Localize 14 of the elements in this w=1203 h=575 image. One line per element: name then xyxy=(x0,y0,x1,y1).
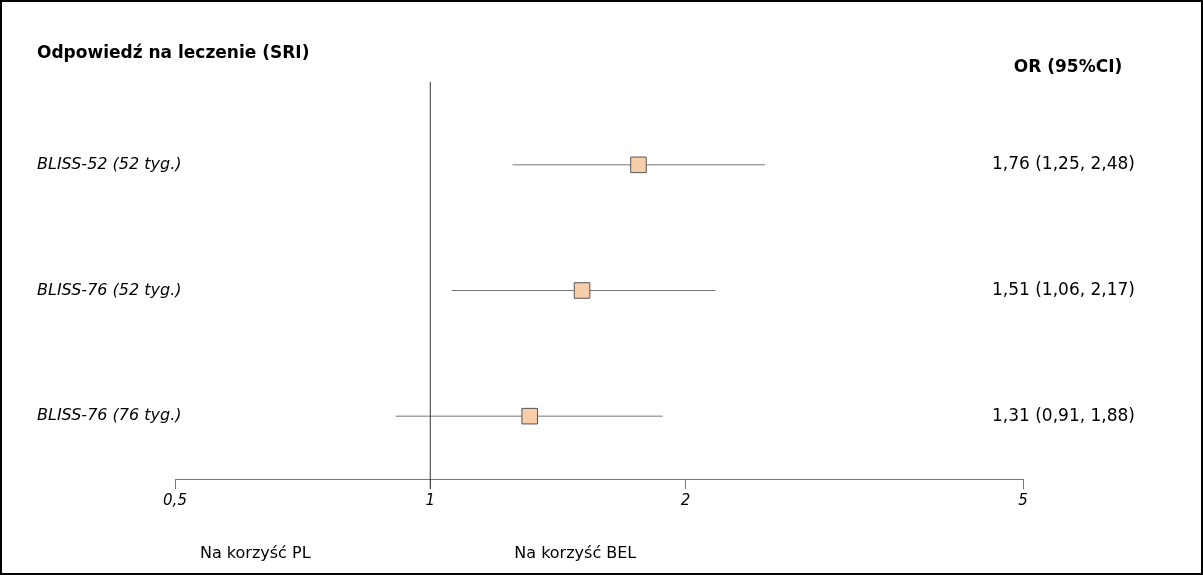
x-tick-label: 1 xyxy=(425,490,436,509)
y-tick-label: BLISS-76 (76 tyg.) xyxy=(37,405,182,425)
x-tick-label: 5 xyxy=(1018,490,1028,509)
chart-title: Odpowiedź na leczenie (SRI) xyxy=(37,42,310,62)
data-label: 1,31 (0,91, 1,88) xyxy=(991,404,1135,425)
y-tick-label: BLISS-76 (52 tyg.) xyxy=(37,279,182,299)
data-label: 1,51 (1,06, 2,17) xyxy=(991,278,1135,299)
text: OR (95%CI) xyxy=(1013,56,1123,77)
text: Na korzyść PL xyxy=(199,543,311,563)
data-label: 1,76 (1,25, 2,48) xyxy=(991,153,1135,174)
y-tick-label: BLISS-52 (52 tyg.) xyxy=(37,153,182,173)
x-tick-label: 2 xyxy=(680,490,691,509)
text: Na korzyść BEL xyxy=(514,543,637,563)
x-tick-label: 0,5 xyxy=(163,490,187,509)
